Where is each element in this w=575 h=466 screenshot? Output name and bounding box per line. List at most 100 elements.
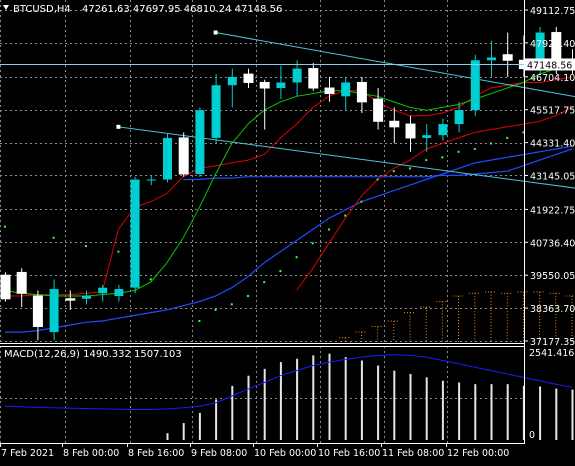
candle — [276, 82, 286, 89]
macd-indicator — [4, 353, 574, 440]
sar-dot — [409, 167, 411, 170]
time-tick-label: 10 Feb 00:00 — [254, 448, 316, 459]
candle — [405, 123, 416, 139]
trendline — [215, 32, 575, 98]
candle — [373, 98, 384, 122]
candle — [487, 57, 496, 61]
candle — [308, 68, 319, 89]
candle — [163, 137, 172, 180]
ma-red-lower-line — [296, 106, 573, 291]
price-tick-label: 45517.75 — [530, 106, 575, 117]
sar-dot — [392, 170, 395, 173]
sar-dot — [198, 319, 201, 322]
candle — [32, 295, 43, 328]
price-tick-label: 39550.05 — [530, 271, 575, 282]
sar-dot — [344, 214, 347, 217]
sar-dot — [230, 303, 233, 306]
volume-indicator — [339, 291, 575, 342]
candle — [16, 271, 27, 294]
candle — [454, 110, 464, 125]
sar-dot — [522, 131, 525, 134]
candle — [259, 81, 270, 89]
candle — [470, 60, 480, 111]
sar-dot — [457, 150, 460, 153]
symbol-timeframe: BTCUSD,H4 — [13, 4, 71, 15]
candle — [211, 85, 221, 138]
candle — [195, 110, 205, 174]
candle — [178, 137, 189, 175]
candle — [292, 68, 302, 83]
macd-axis-zero-label: 0 — [529, 430, 535, 441]
sar-dots — [4, 131, 525, 322]
time-tick-label: 10 Feb 16:00 — [318, 448, 380, 459]
price-tick-label: 46704.10 — [530, 73, 575, 84]
time-tick-label: 8 Feb 00:00 — [63, 448, 119, 459]
candle — [341, 82, 351, 97]
candle — [49, 289, 59, 333]
candle — [422, 135, 432, 138]
current-price-box — [525, 58, 575, 71]
sar-dot — [52, 236, 55, 239]
candle — [82, 295, 91, 299]
candle — [227, 76, 237, 86]
sar-dot — [4, 225, 6, 228]
sar-dot — [279, 270, 282, 273]
time-tick-label: 8 Feb 16:00 — [128, 448, 184, 459]
grid — [0, 0, 524, 443]
sar-dot — [360, 200, 363, 203]
sar-dot — [441, 156, 444, 159]
candle — [438, 124, 448, 136]
macd-signal-line — [4, 354, 573, 410]
candle — [146, 179, 156, 181]
sar-dot — [117, 250, 120, 253]
sar-dot — [149, 278, 152, 281]
candle — [0, 274, 11, 300]
time-tick-label: 9 Feb 08:00 — [191, 448, 247, 459]
trendline-anchor — [116, 124, 121, 129]
sar-dot — [214, 308, 217, 311]
candle — [98, 287, 108, 294]
price-tick-label: 41922.75 — [530, 205, 575, 216]
candle — [356, 81, 367, 103]
price-tick-label: 47926.40 — [530, 39, 575, 50]
macd-axis-top-label: 2541.416 — [529, 348, 574, 359]
candle — [324, 87, 335, 95]
sar-dot — [376, 178, 379, 181]
sar-dot — [311, 242, 314, 245]
sar-dot — [328, 228, 330, 231]
ohlc-values: 47261.63 47697.95 46810.24 47148.56 — [82, 4, 282, 15]
macd-label: MACD(12,26,9) 1490.332 1507.103 — [4, 349, 182, 360]
time-tick-label: 7 Feb 2021 — [1, 448, 54, 459]
time-tick-label: 12 Feb 00:00 — [447, 448, 509, 459]
trendline-anchor — [213, 30, 218, 35]
candle — [130, 179, 140, 288]
price-tick-label: 40736.40 — [530, 238, 575, 249]
sar-dot — [425, 159, 428, 162]
sar-dot — [263, 281, 266, 284]
time-tick-label: 11 Feb 08:00 — [382, 448, 444, 459]
ma-blue-flat-line — [183, 148, 573, 181]
candle — [243, 73, 254, 83]
candle — [502, 54, 513, 61]
sar-dot — [85, 245, 87, 248]
triangle-down-icon[interactable] — [3, 5, 9, 10]
candle — [65, 298, 76, 301]
sar-dot — [490, 142, 492, 145]
candle — [535, 32, 545, 69]
price-tick-label: 49112.75 — [530, 6, 575, 17]
sar-dot — [247, 294, 249, 297]
candle — [389, 120, 400, 128]
candle — [114, 289, 124, 296]
current-price-label: 47148.56 — [527, 60, 572, 71]
sar-dot — [295, 256, 298, 259]
price-tick-label: 43145.05 — [530, 172, 575, 183]
price-tick-label: 38363.70 — [530, 304, 575, 315]
ma-blue-line — [5, 145, 573, 333]
price-tick-label: 44331.40 — [530, 139, 575, 150]
sar-dot — [506, 136, 509, 139]
price-tick-label: 37177.35 — [530, 337, 575, 348]
sar-dot — [473, 148, 476, 151]
